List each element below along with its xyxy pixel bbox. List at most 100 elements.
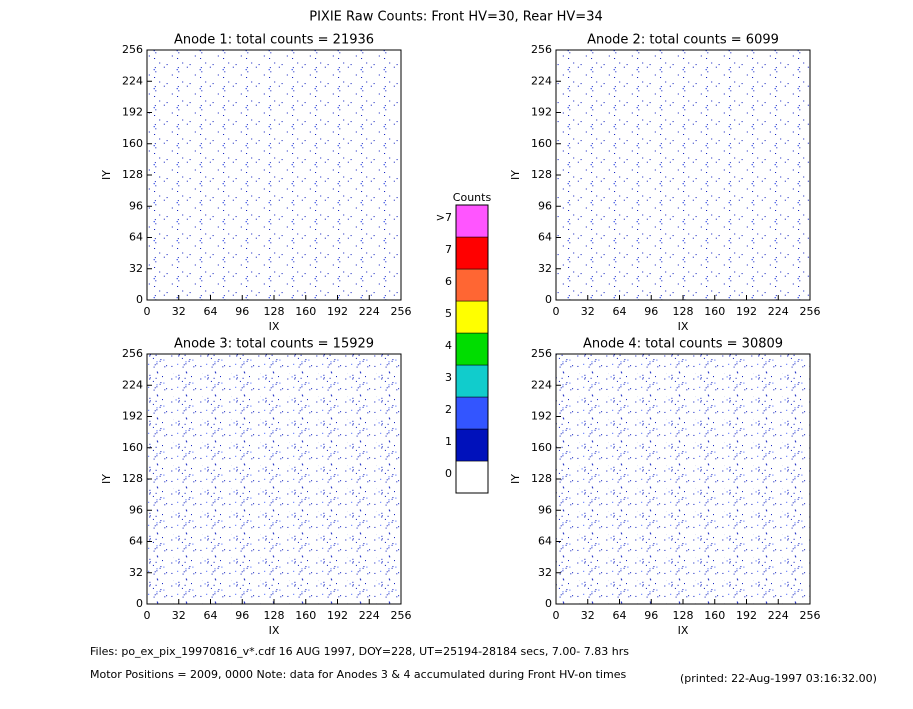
colorbar-title: Counts <box>453 191 492 204</box>
x-tick-label: 224 <box>359 305 380 318</box>
x-tick-label: 256 <box>391 305 412 318</box>
x-tick-label: 0 <box>553 305 560 318</box>
x-tick-label: 64 <box>613 305 627 318</box>
x-tick-label: 160 <box>295 305 316 318</box>
x-tick-label: 32 <box>581 305 595 318</box>
y-axis-label: IY <box>509 170 522 180</box>
plot-texture <box>147 354 401 604</box>
x-tick-label: 0 <box>144 305 151 318</box>
x-tick-label: 256 <box>800 305 821 318</box>
colorbar-label: >7 <box>436 211 452 224</box>
y-tick-label: 224 <box>531 378 552 391</box>
y-tick-label: 32 <box>129 262 143 275</box>
x-tick-label: 128 <box>673 305 694 318</box>
y-tick-label: 256 <box>122 347 143 360</box>
colorbar-label: 0 <box>445 467 452 480</box>
y-axis-label: IY <box>100 170 113 180</box>
y-tick-label: 96 <box>129 503 143 516</box>
x-tick-label: 192 <box>327 609 348 622</box>
x-tick-label: 128 <box>264 609 285 622</box>
y-tick-label: 96 <box>129 199 143 212</box>
x-tick-label: 0 <box>144 609 151 622</box>
y-tick-label: 64 <box>129 535 143 548</box>
y-tick-label: 160 <box>531 441 552 454</box>
x-axis-label: IX <box>678 624 689 637</box>
colorbar-swatch <box>455 460 489 494</box>
x-tick-label: 160 <box>704 609 725 622</box>
colorbar-swatch <box>455 268 489 302</box>
colorbar-swatch <box>455 364 489 398</box>
y-axis-label: IY <box>509 474 522 484</box>
x-tick-label: 256 <box>800 609 821 622</box>
colorbar-label: 4 <box>445 339 452 352</box>
y-tick-label: 32 <box>538 262 552 275</box>
y-tick-label: 160 <box>122 137 143 150</box>
x-tick-label: 96 <box>235 305 249 318</box>
x-tick-label: 224 <box>768 305 789 318</box>
y-tick-label: 96 <box>538 503 552 516</box>
plot-texture <box>556 50 810 300</box>
colorbar-label: 7 <box>445 243 452 256</box>
panel-title: Anode 2: total counts = 6099 <box>587 33 779 48</box>
colorbar-swatch <box>455 204 489 238</box>
x-tick-label: 160 <box>704 305 725 318</box>
x-tick-label: 128 <box>264 305 285 318</box>
colorbar-swatch <box>455 428 489 462</box>
footer-files: Files: po_ex_pix_19970816_v*.cdf 16 AUG … <box>90 645 629 658</box>
colorbar-label: 5 <box>445 307 452 320</box>
x-tick-label: 128 <box>673 609 694 622</box>
x-axis-label: IX <box>269 320 280 333</box>
colorbar-swatch <box>455 300 489 334</box>
y-tick-label: 0 <box>545 597 552 610</box>
x-tick-label: 64 <box>613 609 627 622</box>
y-tick-label: 192 <box>531 106 552 119</box>
colorbar-frame <box>455 204 489 494</box>
x-tick-label: 256 <box>391 609 412 622</box>
x-tick-label: 160 <box>295 609 316 622</box>
y-tick-label: 256 <box>531 43 552 56</box>
y-tick-label: 256 <box>122 43 143 56</box>
colorbar-swatch <box>455 332 489 366</box>
x-tick-label: 224 <box>768 609 789 622</box>
y-axis-label: IY <box>100 474 113 484</box>
panel-title: Anode 3: total counts = 15929 <box>174 337 374 352</box>
x-tick-label: 224 <box>359 609 380 622</box>
x-tick-label: 32 <box>172 609 186 622</box>
x-tick-label: 0 <box>553 609 560 622</box>
x-tick-label: 32 <box>581 609 595 622</box>
y-tick-label: 0 <box>136 293 143 306</box>
y-tick-label: 192 <box>122 106 143 119</box>
y-tick-label: 32 <box>538 566 552 579</box>
y-tick-label: 128 <box>122 472 143 485</box>
x-tick-label: 96 <box>644 609 658 622</box>
colorbar-label: 3 <box>445 371 452 384</box>
x-tick-label: 96 <box>644 305 658 318</box>
colorbar-label: 1 <box>445 435 452 448</box>
plot-texture <box>556 354 810 604</box>
colorbar-swatch <box>455 236 489 270</box>
y-tick-label: 224 <box>531 74 552 87</box>
y-tick-label: 64 <box>538 231 552 244</box>
y-tick-label: 128 <box>531 168 552 181</box>
page-title: PIXIE Raw Counts: Front HV=30, Rear HV=3… <box>309 10 603 25</box>
plot-texture <box>147 50 401 300</box>
y-tick-label: 224 <box>122 74 143 87</box>
x-axis-label: IX <box>269 624 280 637</box>
footer-printed: (printed: 22-Aug-1997 03:16:32.00) <box>680 672 877 685</box>
y-tick-label: 192 <box>122 410 143 423</box>
y-tick-label: 256 <box>531 347 552 360</box>
colorbar-label: 2 <box>445 403 452 416</box>
footer-motor: Motor Positions = 2009, 0000 Note: data … <box>90 668 626 681</box>
y-tick-label: 128 <box>531 472 552 485</box>
panel-title: Anode 1: total counts = 21936 <box>174 33 374 48</box>
y-tick-label: 192 <box>531 410 552 423</box>
colorbar-label: 6 <box>445 275 452 288</box>
y-tick-label: 96 <box>538 199 552 212</box>
y-tick-label: 0 <box>136 597 143 610</box>
y-tick-label: 32 <box>129 566 143 579</box>
x-tick-label: 192 <box>736 609 757 622</box>
x-tick-label: 192 <box>736 305 757 318</box>
y-tick-label: 160 <box>122 441 143 454</box>
x-tick-label: 32 <box>172 305 186 318</box>
y-tick-label: 64 <box>538 535 552 548</box>
